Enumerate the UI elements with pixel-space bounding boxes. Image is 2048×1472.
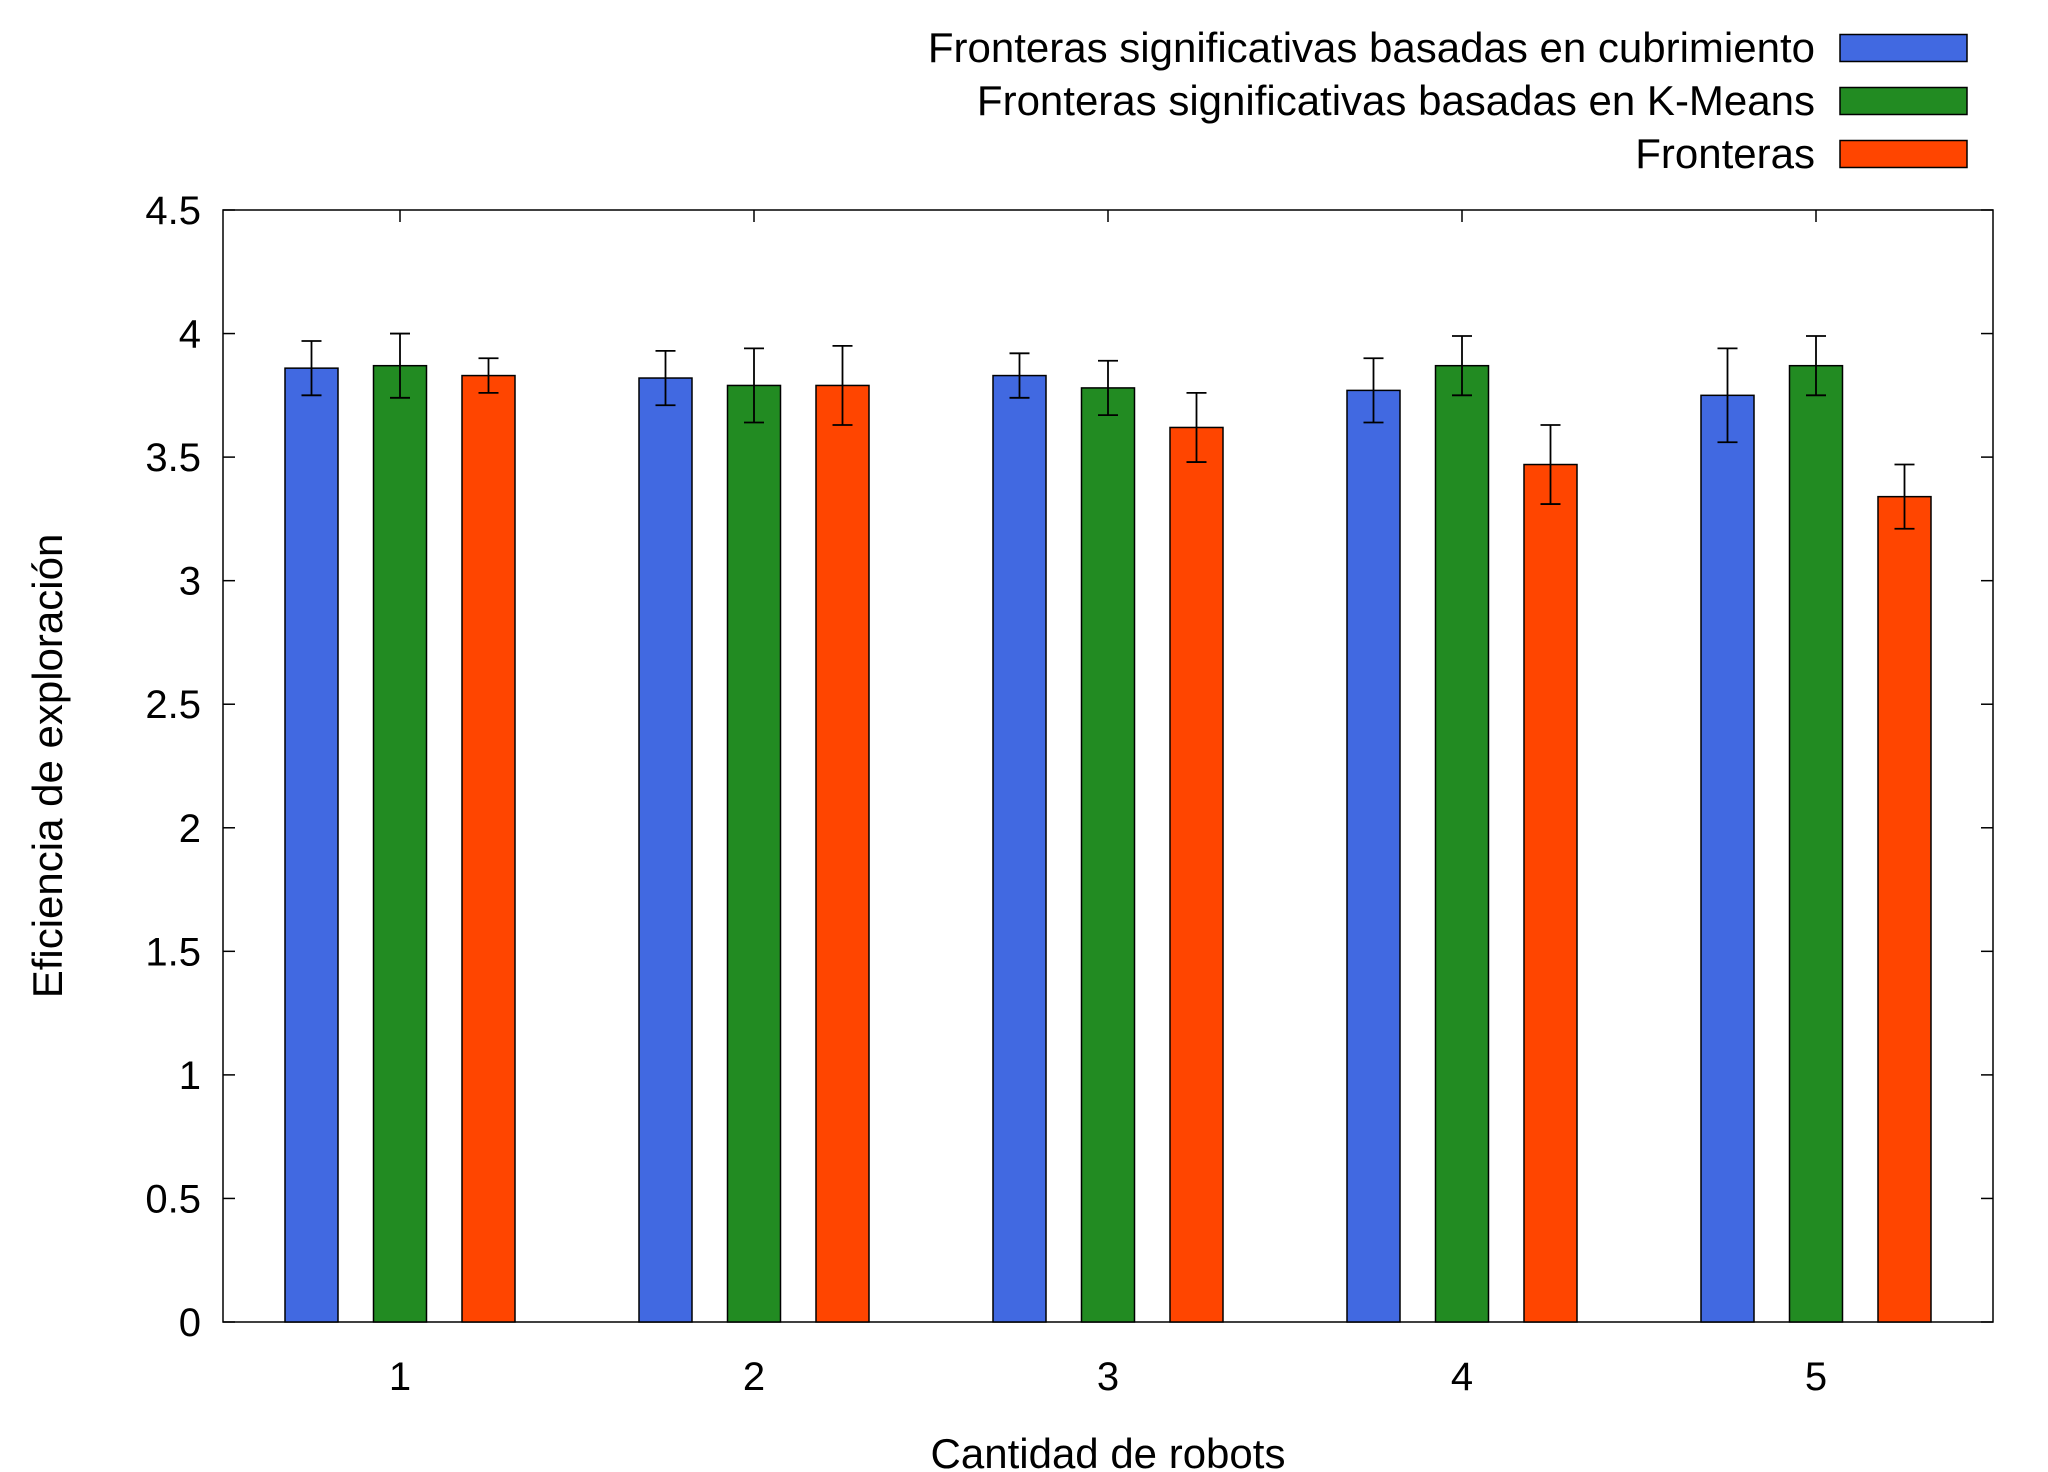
bar (1346, 389, 1401, 1323)
legend-label: Fronteras significativas basadas en cubr… (928, 24, 1815, 71)
x-tick-label: 3 (1097, 1355, 1119, 1399)
bar (1877, 495, 1932, 1323)
y-axis-title: Eficiencia de exploración (24, 534, 71, 999)
bar (461, 374, 516, 1323)
legend-label: Fronteras (1635, 130, 1815, 177)
x-tick-label: 5 (1805, 1355, 1827, 1399)
legend-swatch (1839, 139, 1968, 169)
bar (1523, 463, 1578, 1323)
legend: Fronteras significativas basadas en cubr… (928, 24, 1968, 177)
error-bars-group (301, 332, 1915, 530)
legend-label: Fronteras significativas basadas en K-Me… (977, 77, 1815, 124)
bar (1169, 426, 1224, 1323)
legend-swatch (1839, 86, 1968, 116)
legend-swatch (1839, 33, 1968, 63)
bar (1080, 387, 1136, 1323)
bar (815, 384, 870, 1323)
bar (1788, 364, 1844, 1323)
bar (1434, 364, 1490, 1323)
bar (726, 384, 782, 1323)
y-tick-label: 4 (179, 313, 201, 357)
bar (284, 367, 339, 1323)
y-tick-label: 0.5 (145, 1177, 201, 1221)
y-tick-label: 2 (179, 807, 201, 851)
x-axis-title: Cantidad de robots (931, 1430, 1286, 1472)
y-tick-label: 2.5 (145, 683, 201, 727)
bar (1700, 394, 1755, 1323)
x-tick-label: 1 (389, 1355, 411, 1399)
y-tick-label: 1.5 (145, 930, 201, 974)
bar (638, 377, 693, 1323)
x-tick-label: 2 (743, 1355, 765, 1399)
axis-ticks: 0 0.5 1 1.5 2 2.5 3 3.5 4 4.5 1 2 3 4 5 (145, 189, 1993, 1399)
x-tick-label: 4 (1451, 1355, 1473, 1399)
y-tick-label: 0 (179, 1301, 201, 1345)
y-tick-label: 4.5 (145, 189, 201, 233)
y-tick-label: 3 (179, 560, 201, 604)
y-tick-label: 3.5 (145, 436, 201, 480)
y-tick-label: 1 (179, 1054, 201, 1098)
bars-group (284, 364, 1932, 1323)
bar (992, 374, 1047, 1323)
bar (372, 364, 428, 1323)
